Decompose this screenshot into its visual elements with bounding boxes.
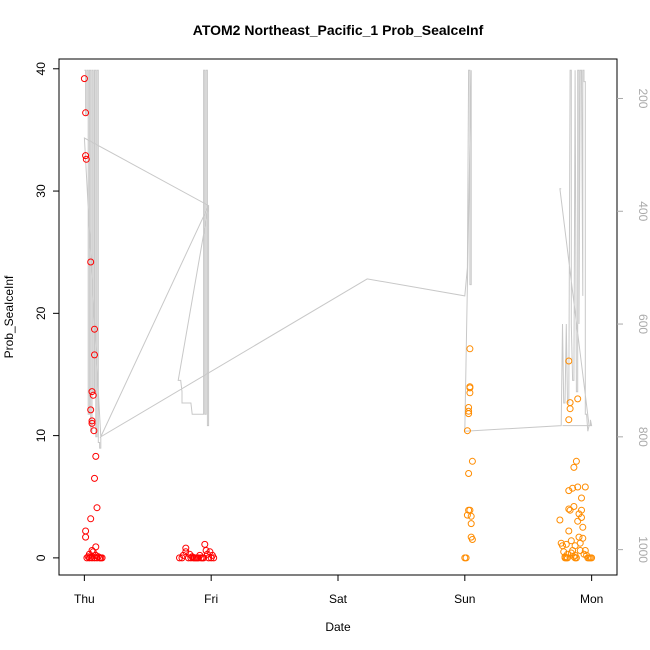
data-point	[90, 427, 98, 435]
data-point	[574, 483, 582, 491]
data-point	[93, 504, 101, 512]
y2-tick-label: 1000	[636, 536, 650, 563]
data-point	[91, 325, 98, 333]
chart-title: ATOM2 Northeast_Pacific_1 Prob_SeaIceInf	[193, 22, 484, 38]
y2-tick-label: 600	[636, 314, 650, 334]
data-point	[566, 506, 574, 514]
data-point	[566, 405, 574, 413]
data-point	[556, 516, 564, 524]
data-point	[571, 554, 579, 562]
data-point	[87, 515, 95, 523]
x-tick-label: Sat	[329, 592, 348, 606]
secondary-y-axis: 200 400 600 800 1000	[617, 88, 650, 563]
x-tick-label: Mon	[580, 592, 603, 606]
data-point	[182, 548, 190, 556]
data-point	[574, 517, 582, 525]
data-point	[465, 470, 473, 477]
data-point	[88, 417, 96, 425]
plot-frame	[58, 58, 618, 576]
data-point	[566, 399, 574, 407]
data-point	[88, 419, 96, 427]
data-point	[581, 483, 589, 491]
y-axis-label: Prob_SeaIceInf	[2, 275, 16, 358]
y-tick-label: 10	[34, 429, 48, 443]
data-point	[92, 452, 100, 460]
x-axis-label: Date	[325, 620, 351, 634]
data-point	[202, 547, 210, 554]
y-axis: 0 10 20 30 40	[34, 62, 59, 561]
data-point	[570, 553, 578, 561]
data-point	[82, 152, 90, 160]
data-point	[88, 388, 96, 396]
y-tick-label: 0	[34, 554, 48, 561]
x-tick-label: Thu	[74, 592, 95, 606]
data-point	[579, 534, 587, 542]
y2-tick-label: 200	[636, 88, 650, 108]
data-point	[89, 391, 97, 399]
y2-tick-label: 400	[636, 201, 650, 221]
data-point	[463, 427, 471, 435]
data-point	[565, 527, 573, 535]
data-point	[465, 404, 473, 411]
data-point	[94, 553, 102, 561]
data-point	[82, 109, 90, 117]
data-point	[565, 487, 573, 495]
data-point	[564, 554, 571, 562]
data-point	[576, 547, 584, 554]
data-point	[210, 554, 218, 562]
y2-tick-label: 800	[636, 427, 650, 447]
data-point	[87, 553, 95, 561]
data-point	[87, 406, 95, 414]
data-point	[572, 457, 580, 465]
data-point	[467, 512, 475, 520]
data-point	[91, 351, 98, 359]
data-point	[468, 536, 476, 543]
data-point	[574, 395, 582, 403]
data-point	[98, 554, 106, 562]
x-tick-label: Sun	[454, 592, 475, 606]
data-point	[466, 345, 474, 353]
depth-line-layer	[83, 69, 593, 449]
data-point	[578, 494, 585, 502]
x-axis: Thu Fri Sat Sun Mon	[74, 575, 603, 606]
y-tick-label: 30	[34, 184, 48, 198]
data-point	[561, 554, 569, 562]
data-point	[466, 383, 474, 391]
data-point	[468, 457, 476, 465]
data-point	[201, 540, 209, 548]
data-point	[182, 544, 190, 552]
data-point	[565, 416, 573, 424]
data-point	[87, 258, 95, 266]
data-point	[462, 554, 470, 562]
data-point	[565, 357, 573, 365]
data-point	[467, 520, 475, 528]
data-point	[570, 463, 578, 471]
data-point	[578, 506, 585, 514]
data-point	[579, 523, 587, 531]
data-point	[82, 155, 90, 163]
data-point	[578, 514, 585, 521]
data-point	[562, 540, 570, 548]
points-layer	[80, 75, 596, 562]
data-point	[569, 484, 577, 492]
data-point	[82, 533, 90, 541]
data-point	[83, 554, 91, 562]
y-tick-label: 20	[34, 306, 48, 320]
data-point	[567, 537, 575, 545]
data-point	[91, 474, 98, 482]
x-tick-label: Fri	[204, 592, 218, 606]
data-point	[465, 407, 473, 415]
data-point	[588, 554, 596, 562]
data-point	[575, 533, 583, 541]
data-point	[570, 503, 578, 510]
data-point	[581, 547, 589, 554]
data-point	[200, 554, 208, 562]
y-tick-label: 40	[34, 62, 48, 76]
data-point	[80, 75, 88, 83]
data-point	[82, 527, 90, 535]
depth-line	[83, 69, 593, 449]
